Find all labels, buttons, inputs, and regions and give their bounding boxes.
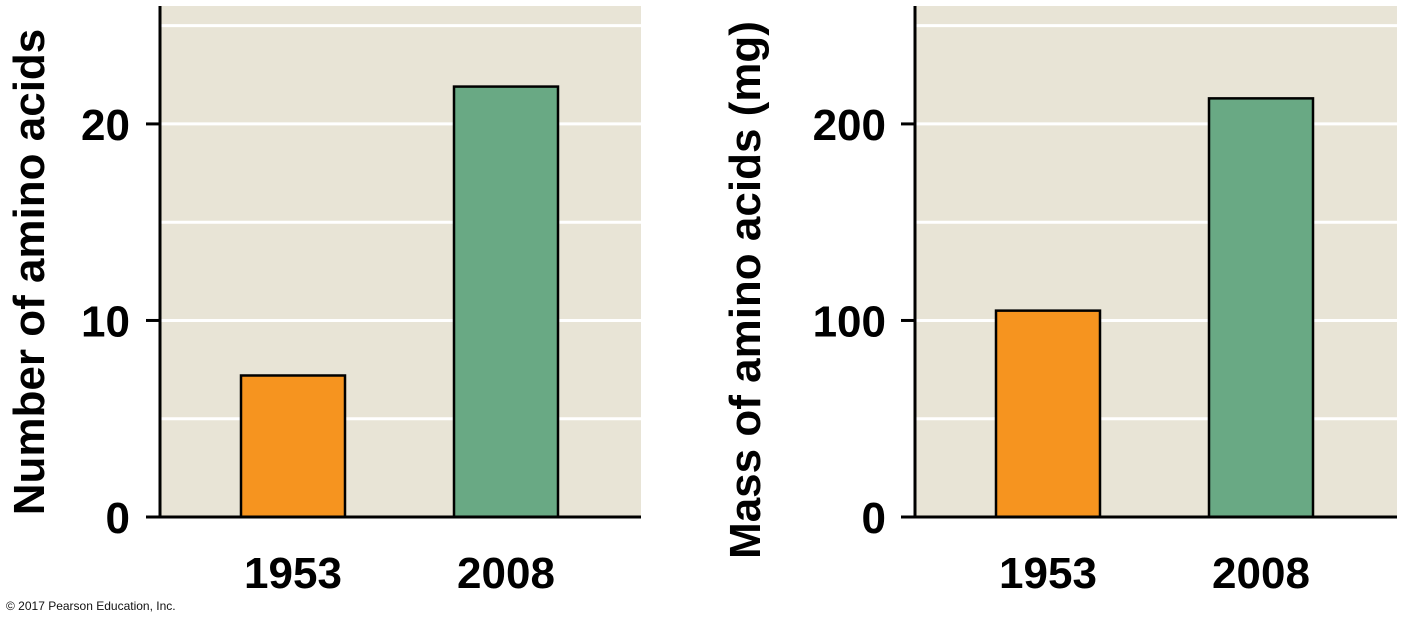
- bar-2008: [1207, 97, 1315, 519]
- plot-background: [915, 6, 1397, 517]
- x-tick-label: 1953: [244, 549, 342, 598]
- y-axis-title: Mass of amino acids (mg): [721, 21, 770, 559]
- plot-background: [160, 6, 641, 517]
- y-axis-title: Number of amino acids: [5, 29, 54, 516]
- bar-2008: [452, 85, 560, 519]
- x-tick-label: 2008: [457, 549, 555, 598]
- bar-1953: [239, 374, 347, 519]
- chart-number-of-amino-acids: 0 10 20 1953 2008 Number of amino acids: [5, 6, 641, 598]
- x-tick-label: 1953: [999, 549, 1097, 598]
- y-tick-label: 0: [862, 494, 886, 543]
- y-tick-label: 100: [813, 297, 886, 346]
- y-tick-label: 200: [813, 101, 886, 150]
- x-tick-label: 2008: [1212, 549, 1310, 598]
- y-tick-label: 10: [81, 297, 130, 346]
- y-tick-label: 20: [81, 101, 130, 150]
- chart-mass-of-amino-acids: 0 100 200 1953 2008 Mass of amino acids (mg): [721, 6, 1397, 598]
- bar-1953: [994, 309, 1102, 519]
- copyright-notice: © 2017 Pearson Education, Inc.: [6, 599, 176, 613]
- y-tick-label: 0: [106, 494, 130, 543]
